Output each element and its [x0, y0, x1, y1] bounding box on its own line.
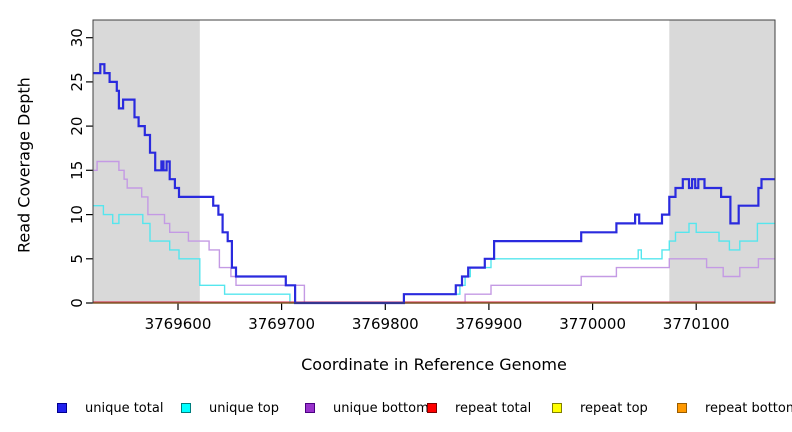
y-tick-label: 20: [68, 117, 86, 136]
repeat-total-swatch-icon: [427, 403, 437, 413]
legend-item-unique-top: unique top: [181, 399, 279, 417]
legend-label: unique top: [209, 400, 280, 416]
x-tick-label: 3769900: [455, 315, 522, 333]
legend-item-repeat-bottom: repeat bottom: [677, 399, 792, 417]
x-tick-label: 3769700: [248, 315, 315, 333]
repeat-top-swatch-icon: [552, 403, 562, 413]
x-tick-label: 3769600: [145, 315, 212, 333]
shaded-repeat-region: [669, 20, 775, 303]
series-unique-total: [93, 63, 775, 305]
series-unique-bottom: [93, 160, 775, 304]
unique-top-swatch-icon: [181, 403, 191, 413]
legend-item-repeat-total: repeat total: [427, 399, 531, 417]
x-tick-label: 3770000: [559, 315, 626, 333]
repeat-bottom-swatch-icon: [677, 403, 687, 413]
legend-label: repeat top: [580, 400, 648, 416]
legend-item-unique-bottom: unique bottom: [305, 399, 429, 417]
y-tick-label: 15: [68, 161, 86, 180]
unique-bottom-swatch-icon: [305, 403, 315, 413]
y-tick-label: 25: [68, 72, 86, 91]
legend: unique total unique top unique bottom re…: [0, 399, 792, 423]
x-tick-label: 3769800: [352, 315, 419, 333]
legend-label: unique bottom: [333, 400, 429, 416]
legend-label: repeat total: [455, 400, 532, 416]
y-tick-label: 5: [68, 254, 86, 264]
legend-item-repeat-top: repeat top: [552, 399, 648, 417]
x-tick-label: 3770100: [663, 315, 730, 333]
unique-total-swatch-icon: [57, 403, 67, 413]
x-axis: 3769600 3769700 3769800 3769900 3770000 37701…: [145, 303, 730, 333]
y-tick-label: 10: [68, 205, 86, 224]
y-axis: 0 5 10 15 20 25 30: [68, 28, 93, 308]
legend-label: repeat bottom: [705, 400, 792, 416]
y-axis-title: Read Coverage Depth: [14, 77, 34, 253]
plot-box: [92, 19, 776, 304]
legend-label: unique total: [85, 400, 164, 416]
y-tick-label: 30: [68, 28, 86, 47]
x-axis-title: Coordinate in Reference Genome: [301, 355, 567, 374]
legend-item-unique-total: unique total: [57, 399, 163, 417]
y-tick-label: 0: [68, 298, 86, 308]
